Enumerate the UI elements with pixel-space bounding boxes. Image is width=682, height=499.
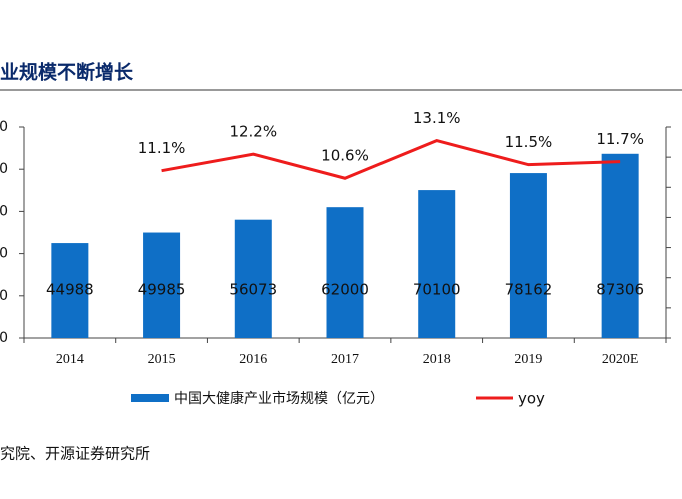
bar-value-label: 49985 (138, 281, 186, 299)
y-tick-label: 80000 (0, 161, 8, 177)
bar (509, 173, 547, 338)
x-tick-label: 2020E (602, 352, 639, 367)
bar-value-label: 56073 (229, 281, 277, 299)
line-value-label: 13.1% (413, 109, 461, 127)
legend-swatch (131, 394, 169, 402)
chart-title: 业规模不断增长 (0, 61, 134, 84)
bar (143, 232, 181, 338)
y-tick-label: 0 (0, 330, 8, 346)
y-tick-label: 40000 (0, 246, 8, 262)
bar-value-label: 44988 (46, 281, 94, 299)
y-tick-label: 20000 (0, 288, 8, 304)
x-tick-label: 2014 (56, 352, 84, 367)
x-tick-label: 2019 (514, 352, 542, 367)
legend-label: yoy (518, 390, 545, 408)
line-value-label: 11.5% (505, 133, 553, 151)
bar-value-label: 70100 (413, 281, 461, 299)
bar (51, 243, 89, 338)
line-value-label: 11.1% (138, 139, 186, 157)
line (161, 138, 621, 180)
bar (326, 207, 364, 338)
y-tick-label: 100000 (0, 119, 8, 135)
x-tick-label: 2018 (423, 352, 451, 367)
bar-value-label: 78162 (505, 281, 553, 299)
line-value-label: 10.6% (321, 147, 369, 165)
bar (234, 219, 272, 338)
y-tick-label: 60000 (0, 203, 8, 219)
x-tick-label: 2017 (331, 352, 359, 367)
x-tick-label: 2015 (148, 352, 176, 367)
bar-value-label: 62000 (321, 281, 369, 299)
line-value-label: 12.2% (229, 123, 277, 141)
x-tick-label: 2016 (239, 352, 267, 367)
legend-label: 中国大健康产业市场规模（亿元） (174, 390, 384, 407)
bar (418, 190, 456, 338)
bar-value-label: 87306 (596, 281, 644, 299)
line-value-label: 11.7% (596, 130, 644, 148)
source-note: 究院、开源证券研究所 (0, 445, 150, 463)
bar (601, 153, 639, 338)
